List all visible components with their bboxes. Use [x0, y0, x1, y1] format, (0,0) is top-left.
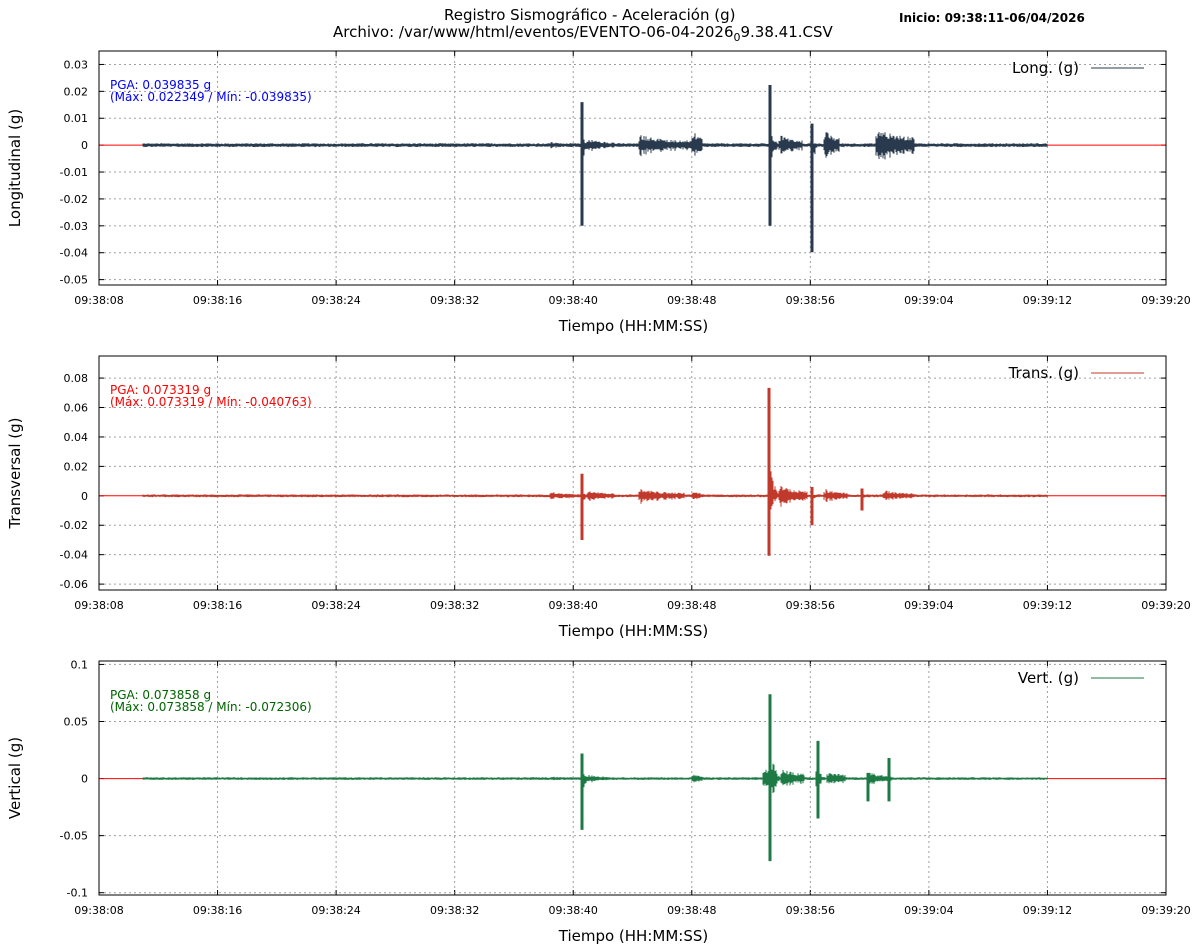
seismogram-panel: 09:38:08 09:38:16 09:38:24 09:38:32 09:38:40… — [6, 658, 1191, 945]
start-time-info: Inicio: 09:38:11-06/04/2026 — [899, 11, 1085, 25]
x-tick-label: 09:38:56 — [786, 904, 835, 917]
chart-title-line1: Registro Sismográfico - Aceleración (g) — [444, 6, 736, 24]
y-tick-label: -0.05 — [60, 830, 88, 843]
x-tick-label: 09:39:20 — [1141, 904, 1190, 917]
seismogram-panel: 09:38:08 09:38:16 09:38:24 09:38:32 09:38:40… — [6, 355, 1191, 640]
x-tick-label: 09:38:32 — [430, 599, 479, 612]
x-tick-label: 09:38:08 — [74, 599, 123, 612]
pga-range-label: (Máx: 0.022349 / Mín: -0.039835) — [110, 90, 312, 104]
y-tick-label: -0.05 — [60, 274, 88, 287]
x-axis-label: Tiempo (HH:MM:SS) — [558, 622, 708, 640]
waveform-trace — [142, 694, 1048, 862]
y-tick-label: -0.02 — [60, 193, 88, 206]
y-tick-label: 0.05 — [64, 715, 89, 728]
pga-label: PGA: 0.039835 g — [110, 78, 211, 92]
y-axis-label: Transversal (g) — [6, 417, 24, 529]
y-tick-label: 0.1 — [71, 658, 89, 671]
y-tick-label: 0.04 — [64, 431, 89, 444]
plot-border — [98, 355, 1167, 591]
x-tick-label: 09:38:08 — [74, 294, 123, 307]
x-tick-label: 09:38:40 — [549, 904, 598, 917]
y-tick-label: 0.02 — [64, 460, 89, 473]
y-tick-label: -0.1 — [67, 887, 88, 900]
x-tick-label: 09:38:32 — [430, 294, 479, 307]
y-tick-label: 0.02 — [64, 85, 89, 98]
x-tick-label: 09:39:04 — [904, 904, 953, 917]
x-tick-label: 09:39:04 — [904, 599, 953, 612]
x-axis-label: Tiempo (HH:MM:SS) — [558, 927, 708, 945]
x-axis-label: Tiempo (HH:MM:SS) — [558, 317, 708, 335]
y-tick-label: 0 — [81, 139, 88, 152]
y-axis-label: Longitudinal (g) — [6, 109, 24, 227]
file-title-suffix: 9.38.41.CSV — [740, 23, 833, 41]
pga-label: PGA: 0.073858 g — [110, 688, 211, 702]
y-tick-label: -0.06 — [60, 578, 88, 591]
x-tick-label: 09:38:08 — [74, 904, 123, 917]
file-title-subscript: 0 — [733, 31, 741, 44]
plot-area — [99, 356, 1166, 590]
x-tick-label: 09:38:16 — [193, 904, 242, 917]
plot-area — [99, 51, 1166, 285]
seismogram-panel: 09:38:08 09:38:16 09:38:24 09:38:32 09:38:40… — [6, 50, 1191, 335]
x-tick-label: 09:39:12 — [1023, 904, 1072, 917]
plot-border — [98, 50, 1167, 286]
y-tick-label: 0.01 — [64, 112, 89, 125]
x-tick-label: 09:38:48 — [667, 599, 716, 612]
x-tick-label: 09:38:16 — [193, 599, 242, 612]
x-tick-label: 09:39:12 — [1023, 599, 1072, 612]
x-tick-label: 09:38:24 — [311, 294, 360, 307]
x-tick-label: 09:38:56 — [786, 294, 835, 307]
y-axis-label: Vertical (g) — [6, 737, 24, 819]
x-tick-label: 09:38:40 — [549, 599, 598, 612]
legend-label: Vert. (g) — [1018, 669, 1079, 687]
pga-range-label: (Máx: 0.073858 / Mín: -0.072306) — [110, 700, 312, 714]
plot-border — [98, 660, 1167, 896]
waveform-trace — [142, 85, 1048, 253]
x-tick-label: 09:38:24 — [311, 904, 360, 917]
x-tick-label: 09:39:20 — [1141, 294, 1190, 307]
x-tick-label: 09:39:12 — [1023, 294, 1072, 307]
x-tick-label: 09:38:48 — [667, 904, 716, 917]
pga-range-label: (Máx: 0.073319 / Mín: -0.040763) — [110, 395, 312, 409]
y-tick-label: 0 — [81, 490, 88, 503]
y-tick-label: 0 — [81, 773, 88, 786]
y-tick-label: 0.06 — [64, 402, 89, 415]
x-tick-label: 09:38:48 — [667, 294, 716, 307]
y-tick-label: -0.04 — [60, 549, 88, 562]
y-tick-label: -0.01 — [60, 166, 88, 179]
pga-label: PGA: 0.073319 g — [110, 383, 211, 397]
x-tick-label: 09:39:04 — [904, 294, 953, 307]
y-tick-label: -0.02 — [60, 519, 88, 532]
y-tick-label: 0.03 — [64, 58, 89, 71]
legend-label: Long. (g) — [1012, 59, 1079, 77]
waveform-trace — [142, 387, 1048, 556]
x-tick-label: 09:38:40 — [549, 294, 598, 307]
x-tick-label: 09:39:20 — [1141, 599, 1190, 612]
chart-file-title: Archivo: /var/www/html/eventos/EVENTO-06… — [333, 23, 833, 44]
file-title-prefix: Archivo: /var/www/html/eventos/EVENTO-06… — [333, 23, 734, 41]
x-tick-label: 09:38:56 — [786, 599, 835, 612]
x-tick-label: 09:38:16 — [193, 294, 242, 307]
legend-label: Trans. (g) — [1008, 364, 1079, 382]
x-tick-label: 09:38:32 — [430, 904, 479, 917]
y-tick-label: 0.08 — [64, 372, 89, 385]
y-tick-label: -0.03 — [60, 220, 88, 233]
x-tick-label: 09:38:24 — [311, 599, 360, 612]
y-tick-label: -0.04 — [60, 247, 88, 260]
